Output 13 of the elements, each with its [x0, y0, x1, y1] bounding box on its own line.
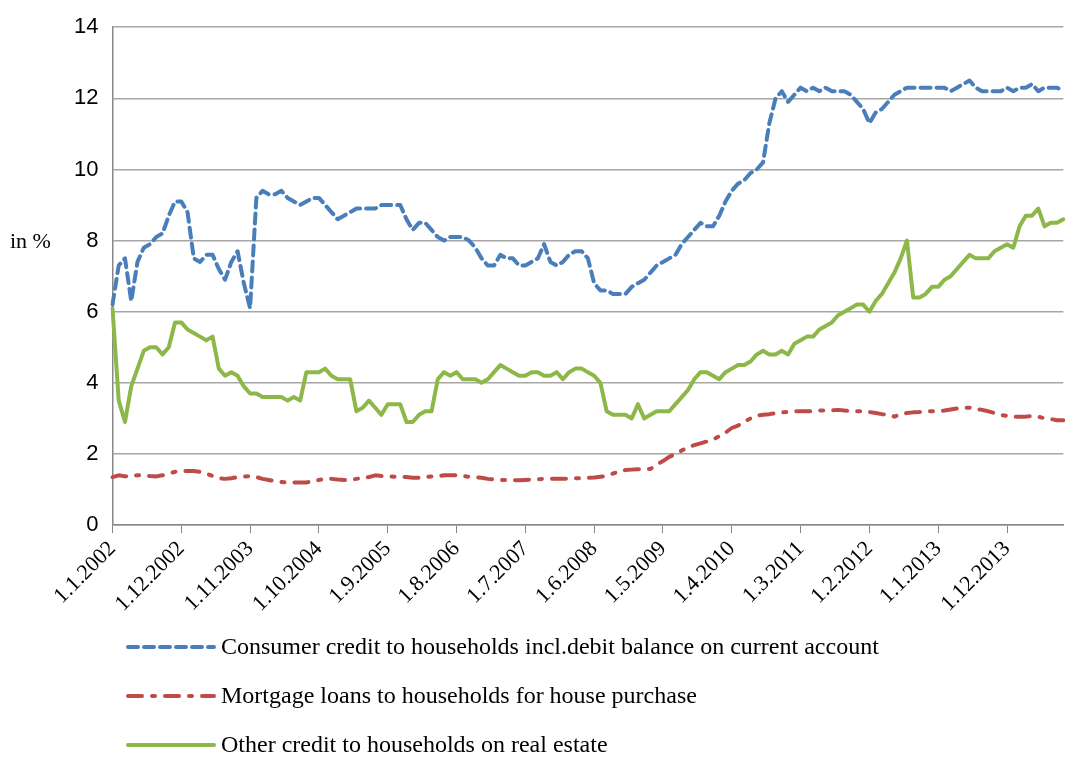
y-tick-label: 4: [86, 368, 99, 394]
y-tick-label: 14: [73, 13, 99, 39]
legend-label: Consumer credit to households incl.debit balance on current account: [221, 633, 879, 660]
y-tick-label: 2: [86, 440, 99, 466]
y-tick-label: 0: [86, 511, 99, 537]
y-tick-label: 12: [73, 84, 99, 110]
line-series: [110, 405, 1066, 485]
legend-label: Mortgage loans to households for house purchase: [221, 682, 697, 709]
y-tick-label: 10: [73, 155, 99, 181]
y-tick-label: 8: [86, 226, 99, 252]
legend-label: Other credit to households on real estate: [221, 731, 608, 758]
y-tick-label: 6: [86, 297, 99, 323]
y-axis-title: in %: [10, 228, 51, 254]
